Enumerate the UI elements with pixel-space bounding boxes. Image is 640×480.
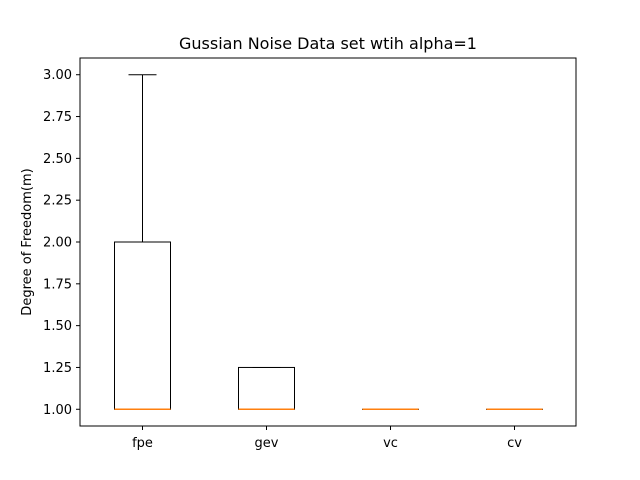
plot-frame [79,57,577,427]
plot-area: 1.00 1.25 1.50 1.75 2.00 2.25 2.50 2.75 3.00 fpe g… [43,68,543,451]
y-tick-label: 2.75 [43,110,72,125]
y-tick-label: 1.50 [43,319,72,334]
y-tick-label: 3.00 [43,68,72,83]
x-tick-label: fpe [132,436,153,451]
chart-title: Gussian Noise Data set wtih alpha=1 [179,34,477,53]
x-tick-label: gev [255,436,279,451]
y-tick-label: 1.00 [43,403,72,418]
box-gev [238,366,295,410]
box-fpe [114,241,171,410]
y-tick-label: 1.75 [43,277,72,292]
y-tick-label: 2.00 [43,236,72,251]
y-tick-label: 2.25 [43,194,72,209]
x-tick-label: vc [383,436,398,451]
y-tick-label: 2.50 [43,152,72,167]
y-tick-label: 1.25 [43,361,72,376]
x-tick-label: cv [507,436,522,451]
y-axis-label: Degree of Freedom(m) [20,168,35,315]
